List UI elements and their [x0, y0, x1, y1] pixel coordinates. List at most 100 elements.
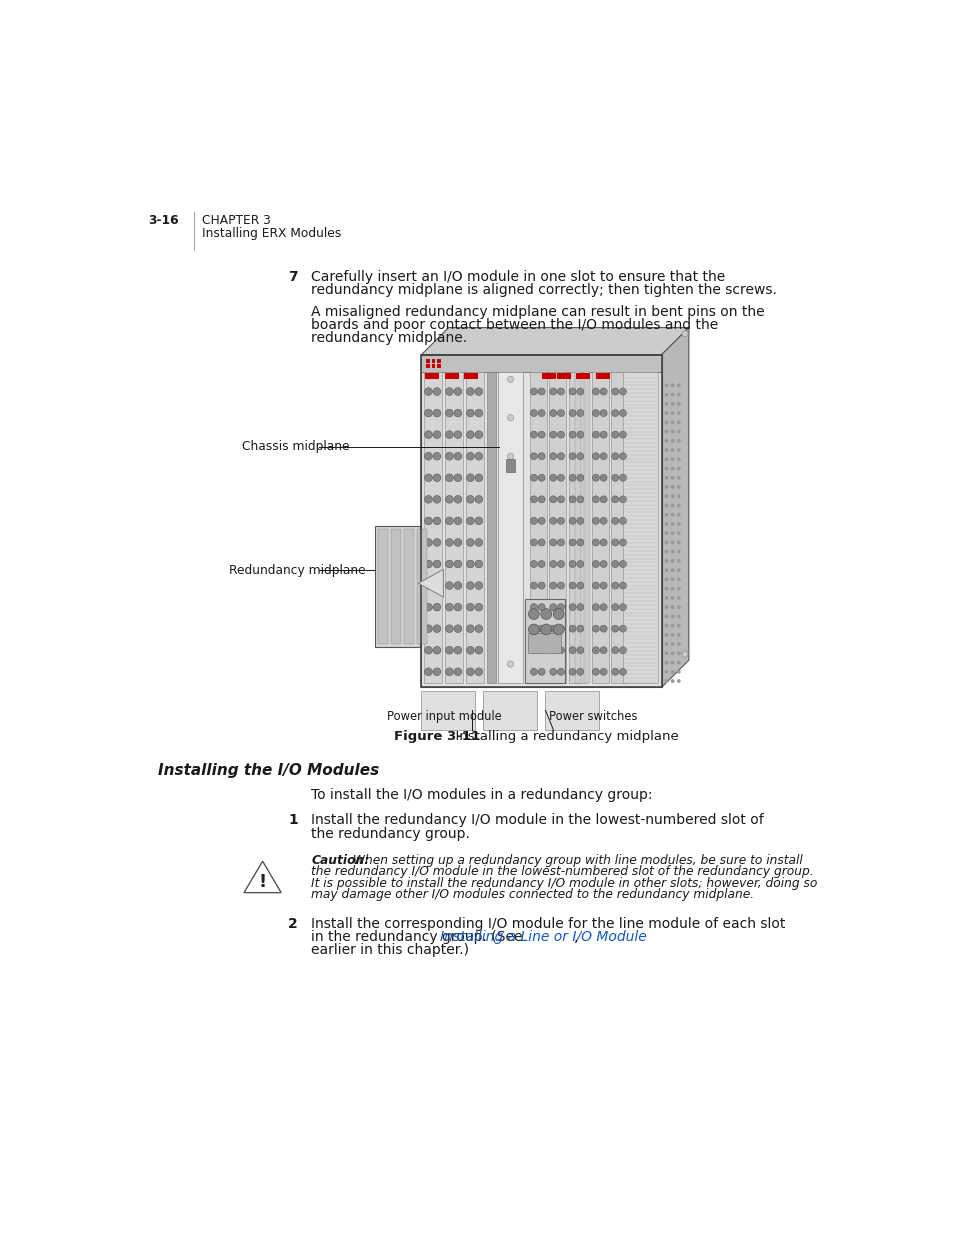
Circle shape [530, 496, 537, 503]
Circle shape [681, 651, 687, 657]
Bar [426, 359, 430, 363]
Circle shape [670, 513, 674, 516]
Bar [505, 459, 515, 472]
Circle shape [664, 457, 668, 461]
Circle shape [454, 582, 461, 589]
Circle shape [557, 625, 564, 632]
Circle shape [557, 496, 564, 503]
Circle shape [611, 668, 618, 676]
Circle shape [676, 411, 680, 415]
Circle shape [670, 651, 674, 656]
Circle shape [466, 646, 474, 655]
Circle shape [549, 474, 557, 482]
Circle shape [445, 668, 453, 676]
Circle shape [664, 393, 668, 396]
Circle shape [592, 496, 598, 503]
Circle shape [670, 383, 674, 388]
Circle shape [670, 568, 674, 572]
Circle shape [618, 647, 626, 653]
Circle shape [611, 453, 618, 459]
Circle shape [676, 550, 680, 553]
Circle shape [577, 496, 583, 503]
Circle shape [670, 430, 674, 433]
Bar [545, 692, 598, 730]
Circle shape [664, 475, 668, 479]
Bar [391, 529, 400, 645]
Circle shape [664, 504, 668, 508]
Circle shape [664, 485, 668, 489]
Circle shape [664, 578, 668, 582]
Circle shape [557, 453, 564, 459]
Circle shape [530, 474, 537, 482]
Circle shape [592, 668, 598, 676]
Circle shape [445, 495, 453, 503]
Text: boards and poor contact between the I/O modules and the: boards and poor contact between the I/O … [311, 319, 718, 332]
Circle shape [618, 582, 626, 589]
Circle shape [424, 452, 432, 461]
Circle shape [592, 388, 598, 395]
Circle shape [454, 517, 461, 525]
Circle shape [599, 431, 606, 438]
Circle shape [664, 587, 668, 590]
Circle shape [466, 431, 474, 438]
Circle shape [676, 661, 680, 664]
Circle shape [676, 430, 680, 433]
Circle shape [557, 538, 564, 546]
Circle shape [577, 388, 583, 395]
Circle shape [553, 609, 563, 620]
Circle shape [466, 625, 474, 632]
Circle shape [454, 474, 461, 482]
Text: Chassis midplane: Chassis midplane [241, 441, 349, 453]
Circle shape [454, 625, 461, 632]
Circle shape [599, 647, 606, 653]
Circle shape [676, 615, 680, 619]
Circle shape [676, 393, 680, 396]
Circle shape [618, 410, 626, 416]
Circle shape [433, 452, 440, 461]
Circle shape [670, 438, 674, 442]
Circle shape [507, 415, 513, 421]
Circle shape [424, 495, 432, 503]
Circle shape [569, 668, 576, 676]
Circle shape [664, 522, 668, 526]
Bar [431, 364, 435, 368]
Circle shape [475, 409, 482, 417]
Circle shape [530, 604, 537, 610]
Circle shape [454, 668, 461, 676]
Circle shape [433, 495, 440, 503]
Circle shape [676, 438, 680, 442]
Circle shape [454, 538, 461, 546]
Circle shape [454, 452, 461, 461]
Bar [426, 364, 430, 368]
Circle shape [424, 582, 432, 589]
Circle shape [466, 561, 474, 568]
Text: the redundancy group.: the redundancy group. [311, 826, 470, 841]
Bar [436, 364, 440, 368]
Bar [497, 372, 522, 683]
Circle shape [676, 587, 680, 590]
Circle shape [530, 647, 537, 653]
Circle shape [670, 504, 674, 508]
Circle shape [537, 496, 544, 503]
Circle shape [569, 604, 576, 610]
Circle shape [454, 561, 461, 568]
Circle shape [664, 624, 668, 627]
Circle shape [664, 642, 668, 646]
Circle shape [618, 625, 626, 632]
Circle shape [537, 668, 544, 676]
Circle shape [577, 604, 583, 610]
Bar [576, 373, 590, 379]
Circle shape [445, 561, 453, 568]
Bar [444, 372, 463, 683]
Polygon shape [244, 861, 281, 893]
Circle shape [445, 452, 453, 461]
Circle shape [549, 538, 557, 546]
Circle shape [454, 431, 461, 438]
Circle shape [618, 431, 626, 438]
Circle shape [592, 517, 598, 525]
Circle shape [569, 388, 576, 395]
Circle shape [664, 401, 668, 406]
Bar [375, 526, 419, 647]
Bar [592, 372, 608, 683]
Circle shape [618, 474, 626, 482]
